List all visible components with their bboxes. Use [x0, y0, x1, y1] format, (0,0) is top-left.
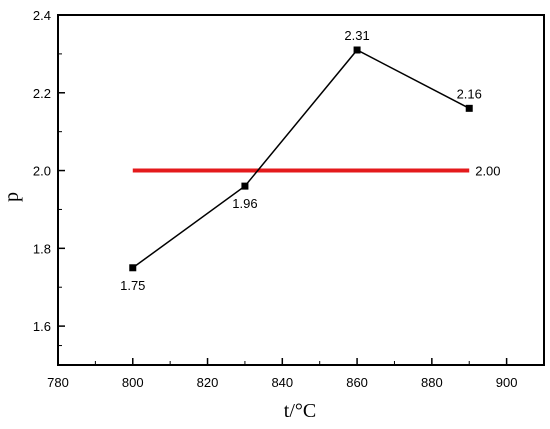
data-point-marker — [241, 182, 249, 190]
reference-line-label: 2.00 — [475, 164, 500, 179]
data-point-marker — [465, 104, 473, 112]
data-point-marker — [353, 46, 361, 54]
data-point-marker — [129, 264, 137, 272]
data-label: 2.31 — [344, 28, 369, 43]
data-label: 2.16 — [457, 86, 482, 101]
series-line — [132, 49, 470, 269]
series-group: 1.75 1.96 2.31 2.16 — [120, 28, 482, 293]
x-axis-title: t/°C — [284, 400, 316, 422]
x-tick-label: 900 — [496, 375, 518, 390]
y-axis-ticks: 1.6 1.8 2.0 2.2 2.4 — [33, 8, 65, 347]
x-tick-label: 800 — [122, 375, 144, 390]
y-tick-label: 1.6 — [33, 319, 51, 334]
x-tick-label: 840 — [271, 375, 293, 390]
x-tick-label: 820 — [197, 375, 219, 390]
plot-frame — [57, 14, 545, 366]
y-tick-label: 2.0 — [33, 164, 51, 179]
y-axis-title: p — [1, 192, 23, 202]
x-tick-label: 880 — [421, 375, 443, 390]
y-tick-label: 1.8 — [33, 241, 51, 256]
reference-line-group: 2.00 — [132, 164, 501, 179]
y-tick-label: 2.4 — [33, 8, 51, 23]
x-axis-ticks: 780 800 820 840 860 880 900 — [47, 358, 517, 390]
y-tick-label: 2.2 — [33, 86, 51, 101]
data-label: 1.75 — [120, 278, 145, 293]
x-tick-label: 780 — [47, 375, 69, 390]
x-tick-label: 860 — [346, 375, 368, 390]
data-label: 1.96 — [232, 196, 257, 211]
